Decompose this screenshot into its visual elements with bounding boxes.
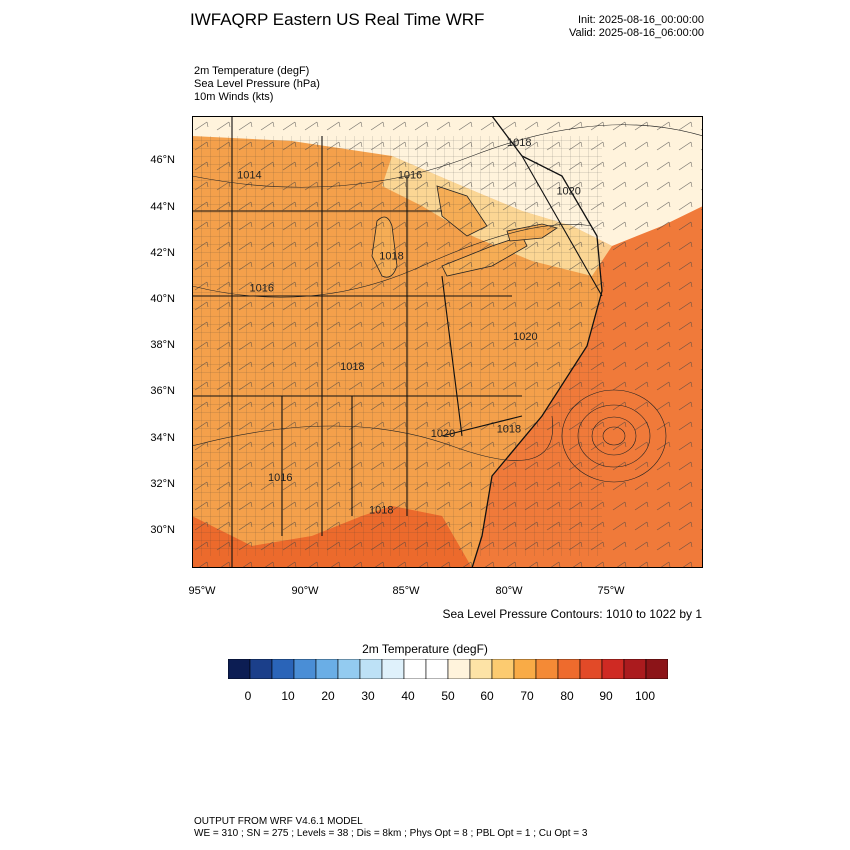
- init-time: Init: 2025-08-16_00:00:00: [578, 14, 704, 26]
- wind-barbs: [192, 116, 703, 568]
- lat-tick-46: 46°N: [150, 154, 175, 166]
- map-frame: [192, 116, 703, 568]
- colorbar-swatch: [535, 659, 559, 679]
- colorbar-label-50: 50: [441, 689, 455, 703]
- field-label-temperature: 2m Temperature (degF): [194, 65, 310, 77]
- colorbar-swatch: [271, 659, 295, 679]
- pressure-label: 1014: [237, 169, 261, 181]
- colorbar-label-10: 10: [281, 689, 295, 703]
- colorbar-swatch: [557, 659, 581, 679]
- state-borders: [192, 116, 603, 568]
- lon-tick-80: 80°W: [495, 585, 523, 597]
- valid-time: Valid: 2025-08-16_06:00:00: [569, 27, 704, 39]
- colorbar-label-100: 100: [634, 689, 656, 703]
- lat-tick-36: 36°N: [150, 385, 175, 397]
- pressure-label: 1020: [431, 428, 455, 440]
- colorbar-label-60: 60: [480, 689, 494, 703]
- field-label-winds: 10m Winds (kts): [194, 91, 274, 103]
- pressure-label: 1018: [379, 250, 403, 262]
- pressure-label: 1020: [513, 331, 537, 343]
- pressure-label: 1018: [340, 361, 364, 373]
- pressure-contours: [192, 124, 703, 483]
- lat-tick-34: 34°N: [150, 432, 175, 444]
- colorbar-swatch: [601, 659, 625, 679]
- colorbar-title: 2m Temperature (degF): [362, 642, 488, 656]
- colorbar-swatch: [381, 659, 405, 679]
- low-contour-2: [591, 416, 637, 456]
- colorbar-swatch: [645, 659, 668, 679]
- colorbar-swatch: [623, 659, 647, 679]
- lat-tick-30: 30°N: [150, 524, 175, 536]
- lat-tick-38: 38°N: [150, 339, 175, 351]
- footer-config: WE = 310 ; SN = 275 ; Levels = 38 ; Dis …: [194, 828, 588, 839]
- colorbar-label-70: 70: [520, 689, 534, 703]
- lat-tick-44: 44°N: [150, 201, 175, 213]
- weather-map: 1018 1014 1016 1020 1018 1016 1020 1018 1020 1018…: [192, 116, 703, 568]
- pressure-label: 1018: [369, 504, 393, 516]
- colorbar-label-80: 80: [560, 689, 574, 703]
- pressure-label: 1016: [268, 472, 292, 484]
- lat-tick-42: 42°N: [150, 247, 175, 259]
- field-label-pressure: Sea Level Pressure (hPa): [194, 78, 320, 90]
- lon-tick-75: 75°W: [597, 585, 625, 597]
- colorbar-swatch: [579, 659, 603, 679]
- lat-tick-32: 32°N: [150, 478, 175, 490]
- colorbar-swatch: [425, 659, 449, 679]
- colorbar-label-0: 0: [244, 689, 252, 703]
- colorbar: [228, 659, 668, 679]
- colorbar-swatch: [491, 659, 515, 679]
- colorbar-swatch: [228, 659, 251, 679]
- lon-tick-90: 90°W: [291, 585, 319, 597]
- footer-model: OUTPUT FROM WRF V4.6.1 MODEL: [194, 816, 363, 827]
- pressure-label: 1020: [556, 186, 580, 198]
- pressure-label: 1016: [398, 169, 422, 181]
- colorbar-swatch: [293, 659, 317, 679]
- pressure-label-layer: 1018 1014 1016 1020 1018 1016 1020 1018 1020 1018…: [237, 137, 581, 516]
- lat-tick-40: 40°N: [150, 293, 175, 305]
- colorbar-label-40: 40: [401, 689, 415, 703]
- low-contour-4: [561, 389, 667, 483]
- low-contour-3: [577, 404, 651, 468]
- pressure-label: 1018: [507, 137, 531, 149]
- lon-tick-95: 95°W: [188, 585, 216, 597]
- colorbar-swatch: [359, 659, 383, 679]
- contour-note: Sea Level Pressure Contours: 1010 to 102…: [442, 607, 703, 621]
- colorbar-swatch: [337, 659, 361, 679]
- colorbar-label-90: 90: [599, 689, 613, 703]
- pressure-label: 1018: [497, 424, 521, 436]
- colorbar-label-20: 20: [321, 689, 335, 703]
- pressure-label: 1016: [249, 283, 273, 295]
- colorbar-swatch: [469, 659, 493, 679]
- plot-title: IWFAQRP Eastern US Real Time WRF: [190, 10, 485, 29]
- colorbar-swatch: [315, 659, 339, 679]
- lon-tick-85: 85°W: [392, 585, 420, 597]
- colorbar-label-30: 30: [361, 689, 375, 703]
- colorbar-swatch: [513, 659, 537, 679]
- colorbar-swatch: [249, 659, 273, 679]
- low-contour-1: [602, 426, 626, 446]
- colorbar-swatch: [447, 659, 471, 679]
- colorbar-swatch: [403, 659, 427, 679]
